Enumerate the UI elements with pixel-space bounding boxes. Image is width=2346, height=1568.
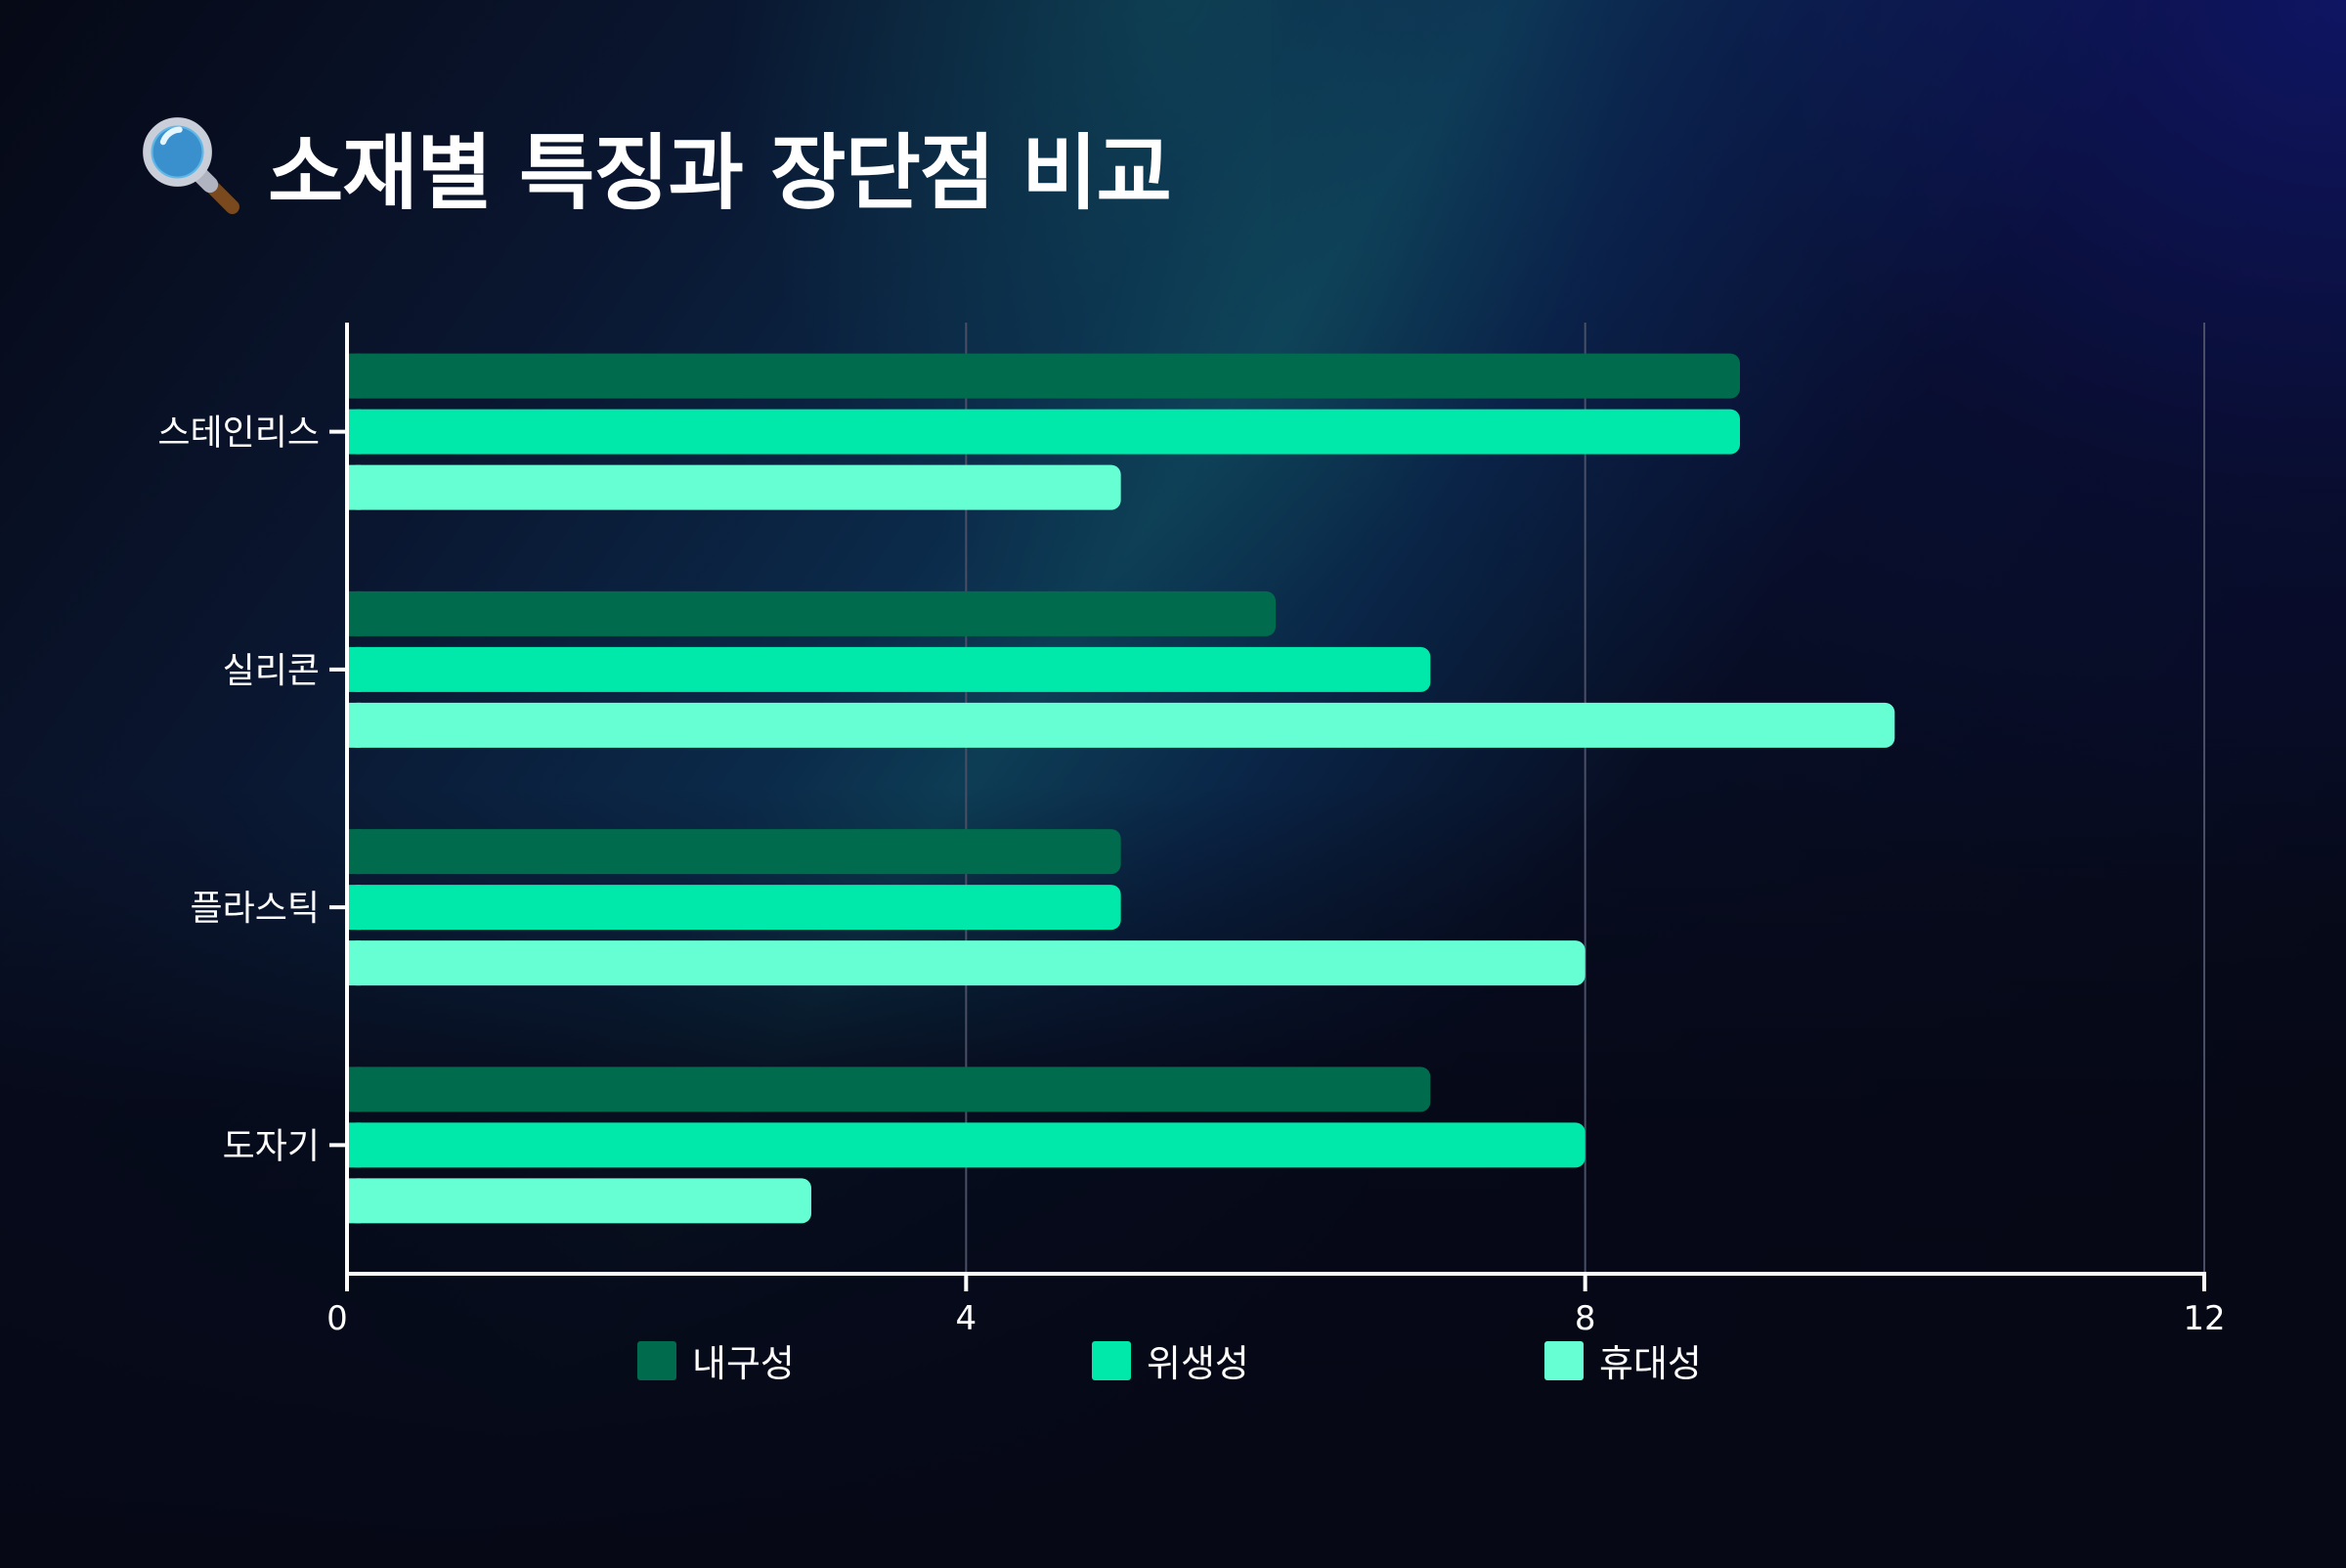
bar — [347, 885, 1121, 931]
legend-swatch — [637, 1340, 676, 1380]
bar-left-edge — [347, 829, 361, 875]
x-tick-label: 4 — [956, 1299, 978, 1338]
legend-item: 위생성 — [1092, 1333, 1249, 1387]
bar-left-edge — [347, 885, 361, 931]
bar — [347, 829, 1121, 875]
chart-legend: 내구성 위생성 휴대성 — [0, 1333, 2346, 1392]
legend-label: 내구성 — [692, 1342, 795, 1385]
bar-left-edge — [347, 1122, 361, 1168]
legend-item: 휴대성 — [1544, 1333, 1702, 1387]
bar — [347, 409, 1740, 455]
x-tick-label: 0 — [326, 1299, 348, 1338]
bar — [347, 702, 1895, 748]
bar-left-edge — [347, 353, 361, 399]
legend-swatch — [1092, 1340, 1131, 1380]
chart-title-row: 소재별 특징과 장단점 비교 — [139, 108, 1172, 226]
y-tick-label: 도자기 — [223, 1126, 320, 1166]
bar — [347, 353, 1740, 399]
x-tick-label: 8 — [1575, 1299, 1596, 1338]
legend-label: 위생성 — [1147, 1342, 1249, 1385]
bar-left-edge — [347, 940, 361, 986]
legend-item: 내구성 — [637, 1333, 795, 1387]
bar-left-edge — [347, 1067, 361, 1112]
y-tick-label: 플라스틱 — [191, 889, 320, 929]
bar — [347, 940, 1586, 986]
bar-left-edge — [347, 590, 361, 636]
y-tick-label: 실리콘 — [223, 651, 320, 691]
bar — [347, 1067, 1431, 1112]
bar — [347, 1178, 811, 1224]
bar — [347, 1122, 1586, 1168]
y-tick-label: 스테인리스 — [157, 414, 320, 454]
x-tick-label: 12 — [2183, 1299, 2225, 1338]
bar-left-edge — [347, 1178, 361, 1224]
bar-left-edge — [347, 409, 361, 455]
bar — [347, 464, 1121, 510]
bar-left-edge — [347, 464, 361, 510]
chart-title: 소재별 특징과 장단점 비교 — [268, 125, 1172, 221]
bar-left-edge — [347, 646, 361, 692]
magnifying-glass-icon — [139, 113, 240, 220]
legend-label: 휴대성 — [1599, 1342, 1702, 1385]
bar — [347, 646, 1431, 692]
bar — [347, 590, 1276, 636]
bar-left-edge — [347, 702, 361, 748]
legend-swatch — [1544, 1340, 1584, 1380]
